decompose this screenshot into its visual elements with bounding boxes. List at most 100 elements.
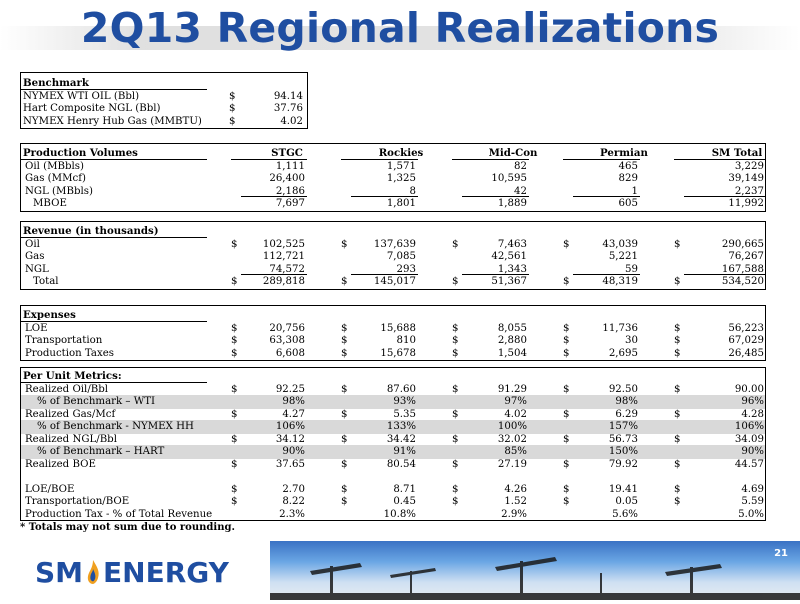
- value-cell: 5.35: [393, 408, 416, 420]
- dollar-sign: $: [674, 433, 681, 445]
- dollar-sign: $: [229, 115, 236, 127]
- dollar-sign: $: [674, 347, 681, 359]
- value-cell: 97%: [504, 396, 527, 407]
- value-cell: 8.22: [282, 496, 305, 507]
- column-underline: [563, 159, 640, 160]
- dollar-sign: $: [341, 383, 348, 395]
- value-cell: 32.02: [497, 433, 527, 445]
- table-row: Hart Composite NGL (Bbl) $37.76: [21, 102, 307, 116]
- value-cell: 51,367: [491, 276, 527, 287]
- value-cell: 102,525: [262, 238, 305, 250]
- table-row: NGL (MBbls) 2,186 8 42 1 2,237: [21, 185, 765, 199]
- value-cell: 80.54: [386, 458, 416, 470]
- dollar-sign: $: [452, 276, 459, 287]
- dollar-sign: $: [341, 483, 348, 495]
- value-cell: 74,572: [269, 263, 305, 275]
- table-row: % of Benchmark – HART 90% 91% 85% 150% 90%: [21, 445, 765, 459]
- table-row: Revenue (in thousands): [21, 224, 765, 238]
- logo-energy-text: ENERGY: [103, 556, 229, 589]
- dollar-sign: $: [452, 347, 459, 359]
- value-cell: 4.69: [741, 483, 764, 495]
- dollar-sign: $: [231, 276, 238, 287]
- value-cell: 4.26: [504, 483, 527, 495]
- dollar-sign: $: [341, 238, 348, 250]
- row-label: Oil (MBbls): [25, 160, 84, 172]
- value-cell: 10,595: [491, 173, 527, 184]
- dollar-sign: $: [231, 483, 238, 495]
- dollar-sign: $: [563, 276, 570, 287]
- dollar-sign: $: [452, 322, 459, 334]
- dollar-sign: $: [231, 238, 238, 250]
- table-row: LOE $20,756 $15,688 $8,055 $11,736 $56,223: [21, 322, 765, 336]
- value-cell: 2,186: [275, 185, 305, 197]
- value-cell: 34.12: [275, 433, 305, 445]
- value-cell: 8.71: [393, 483, 416, 495]
- footnote: * Totals may not sum due to rounding.: [20, 522, 235, 533]
- section-header: Benchmark: [23, 77, 89, 89]
- value-cell: 98%: [282, 396, 305, 407]
- value-cell: 6.29: [615, 408, 638, 420]
- dollar-sign: $: [341, 347, 348, 359]
- value-cell: 1,571: [386, 160, 416, 172]
- value-cell: 2,695: [608, 347, 638, 359]
- value-cell: 605: [618, 198, 638, 209]
- dollar-sign: $: [231, 383, 238, 395]
- table-row: Expenses: [21, 308, 765, 322]
- value-cell: 1: [631, 185, 638, 197]
- table-row: Realized NGL/Bbl $34.12 $34.42 $32.02 $56.73…: [21, 433, 765, 447]
- value-cell: 42,561: [491, 251, 527, 262]
- table-row: Gas 112,721 7,085 42,561 5,221 76,267: [21, 250, 765, 264]
- row-label: LOE/BOE: [25, 483, 75, 495]
- section-header: Expenses: [23, 309, 76, 321]
- dollar-sign: $: [341, 322, 348, 334]
- value-cell: 4.27: [282, 408, 305, 420]
- header-underline: [21, 382, 207, 383]
- value-cell: 7,463: [497, 238, 527, 250]
- value-cell: 92.50: [608, 383, 638, 395]
- column-underline: [674, 159, 766, 160]
- total-underline: [684, 196, 766, 197]
- row-label: Realized Oil/Bbl: [25, 383, 109, 395]
- row-label: % of Benchmark - NYMEX HH: [37, 421, 194, 432]
- dollar-sign: $: [452, 335, 459, 346]
- revenue-table: Revenue (in thousands) Oil $102,525 $137,63…: [20, 221, 766, 290]
- row-label: % of Benchmark – HART: [37, 446, 165, 457]
- column-header: Rockies: [378, 147, 424, 159]
- value-cell: 26,400: [269, 173, 305, 184]
- dollar-sign: $: [674, 322, 681, 334]
- column-underline: [452, 159, 529, 160]
- value-cell: 7,697: [275, 198, 305, 209]
- dollar-sign: $: [674, 483, 681, 495]
- dollar-sign: $: [452, 458, 459, 470]
- total-underline: [462, 274, 529, 275]
- benchmark-label: NYMEX WTI OIL (Bbl): [23, 90, 140, 102]
- total-underline: [684, 274, 766, 275]
- column-header: SM Total: [711, 147, 763, 159]
- table-row: Production Tax - % of Total Revenue 2.3% 1…: [21, 508, 765, 522]
- value-cell: 56,223: [728, 322, 764, 334]
- section-header: Production Volumes: [23, 147, 138, 159]
- value-cell: 10.8%: [383, 508, 416, 520]
- table-row: Per Unit Metrics:: [21, 369, 765, 383]
- dollar-sign: $: [231, 347, 238, 359]
- sm-energy-logo: SM ENERGY: [35, 556, 229, 589]
- header-underline: [21, 159, 207, 160]
- total-underline: [351, 196, 418, 197]
- row-label: Production Taxes: [25, 347, 115, 359]
- value-cell: 34.09: [734, 433, 764, 445]
- value-cell: 15,688: [380, 322, 416, 334]
- value-cell: 100%: [497, 421, 527, 432]
- value-cell: 1,343: [497, 263, 527, 275]
- value-cell: 44.57: [734, 458, 764, 470]
- value-cell: 48,319: [602, 276, 638, 287]
- dollar-sign: $: [341, 433, 348, 445]
- value-cell: 67,029: [728, 335, 764, 346]
- column-underline: [341, 159, 418, 160]
- row-label: LOE: [25, 322, 48, 334]
- value-cell: 112,721: [262, 251, 305, 262]
- value-cell: 27.19: [497, 458, 527, 470]
- value-cell: 85%: [504, 446, 527, 457]
- value-cell: 2,880: [497, 335, 527, 346]
- row-label: Production Tax - % of Total Revenue: [25, 508, 213, 520]
- row-label: Gas: [25, 251, 45, 262]
